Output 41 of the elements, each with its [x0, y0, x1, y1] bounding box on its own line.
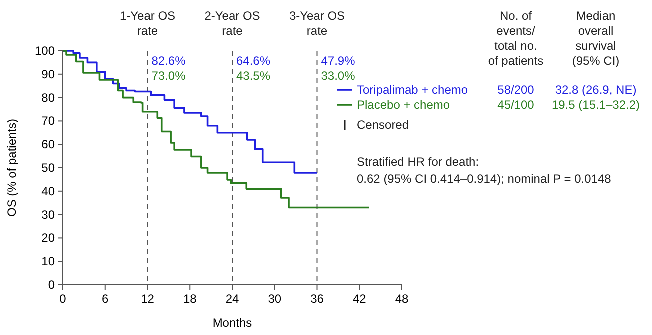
- annotation: Censored: [357, 118, 410, 132]
- y-tick-label: 20: [42, 231, 56, 246]
- x-tick-label: 30: [268, 292, 282, 306]
- ref-line-label: 1-Year OS rate: [120, 9, 176, 38]
- legend-label: Toripalimab + chemo: [357, 83, 468, 97]
- annotation: 82.6%: [152, 54, 186, 68]
- annotation: Stratified HR for death: 0.62 (95% CI 0.414–0.914); nominal P = 0.0148: [357, 155, 612, 186]
- x-tick-label: 24: [226, 292, 240, 306]
- ref-line-label: 3-Year OS rate: [289, 9, 346, 38]
- ref-line-label: 2-Year OS rate: [204, 9, 260, 38]
- x-axis-title: Months: [212, 316, 252, 330]
- annotation: 47.9%: [321, 54, 356, 68]
- y-axis-title: OS (% of patients): [5, 118, 19, 218]
- annotation: 43.5%: [236, 69, 271, 83]
- y-tick-label: 0: [48, 278, 56, 292]
- y-tick-label: 10: [42, 254, 56, 269]
- legend-label: Placebo + chemo: [357, 98, 450, 112]
- text: No. of events/ total no. of patients: [488, 9, 544, 68]
- annotation: 73.0%: [152, 69, 186, 83]
- text: Median overall survival (95% CI): [572, 9, 620, 68]
- x-tick-label: 36: [310, 292, 324, 306]
- y-tick-label: 60: [42, 138, 56, 152]
- x-tick-label: 18: [183, 292, 198, 306]
- y-tick-label: 50: [42, 161, 56, 175]
- x-tick-label: 48: [395, 292, 409, 306]
- y-tick-label: 80: [42, 90, 56, 105]
- y-tick-label: 70: [42, 114, 56, 128]
- text: 32.8 (26.9, NE): [555, 83, 637, 97]
- x-tick-label: 12: [141, 292, 155, 306]
- annotation: 64.6%: [236, 54, 271, 68]
- x-tick-label: 0: [60, 292, 67, 306]
- text: 19.5 (15.1–32.2): [552, 98, 640, 112]
- annotation: 33.0%: [321, 69, 356, 83]
- x-tick-label: 42: [352, 292, 367, 306]
- x-tick-label: 6: [102, 292, 110, 306]
- y-tick-label: 100: [34, 44, 56, 58]
- y-tick-label: 40: [42, 184, 56, 198]
- y-tick-label: 90: [42, 67, 56, 82]
- text: 45/100: [498, 98, 535, 112]
- y-tick-label: 30: [42, 208, 56, 222]
- text: 58/200: [498, 83, 535, 97]
